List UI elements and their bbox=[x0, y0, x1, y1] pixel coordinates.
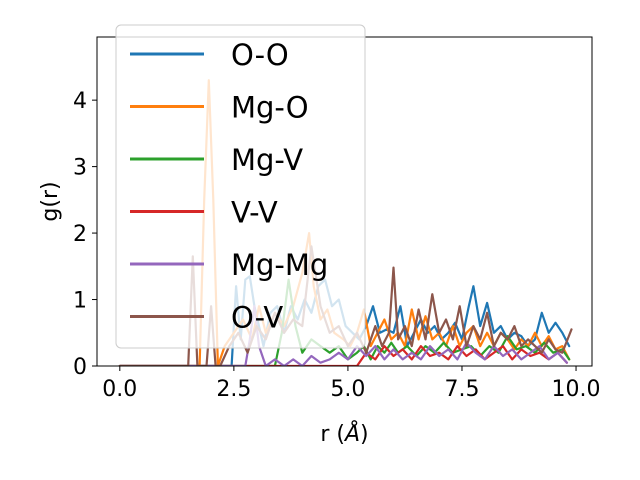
x-tick-label: 10.0 bbox=[552, 377, 601, 402]
x-axis-label: r (Å) bbox=[320, 420, 368, 447]
y-tick-label: 2 bbox=[73, 222, 87, 247]
legend: O-O Mg-O Mg-V V-V Mg-Mg O-V bbox=[115, 24, 366, 349]
x-axis-label-text: r ( bbox=[320, 422, 345, 447]
legend-label-mg-o: Mg-O bbox=[231, 91, 309, 125]
y-tick-label: 3 bbox=[73, 156, 87, 181]
x-tick-label: 2.5 bbox=[216, 377, 251, 402]
y-tick-label: 1 bbox=[73, 289, 87, 314]
legend-label-o-o: O-O bbox=[231, 38, 289, 72]
legend-label-o-v: O-V bbox=[231, 301, 283, 335]
x-tick-label: 5.0 bbox=[330, 377, 365, 402]
x-tick-label: 7.5 bbox=[444, 377, 479, 402]
series-line-v-v bbox=[118, 345, 569, 366]
x-axis-label-unit: Å bbox=[343, 420, 360, 447]
legend-label-mg-v: Mg-V bbox=[231, 143, 303, 177]
x-axis-label-close: ) bbox=[360, 422, 369, 447]
series-line-mg-mg bbox=[118, 305, 569, 366]
x-tick-label: 0.0 bbox=[102, 377, 137, 402]
legend-label-mg-mg: Mg-Mg bbox=[231, 248, 328, 282]
y-tick-label: 4 bbox=[73, 89, 87, 114]
ticks-layer: 0.0 2.5 5.0 7.5 10.0 0 1 2 3 4 bbox=[73, 89, 601, 402]
y-axis-label: g(r) bbox=[38, 181, 63, 221]
legend-label-v-v: V-V bbox=[231, 196, 278, 230]
y-tick-label: 0 bbox=[73, 355, 87, 380]
